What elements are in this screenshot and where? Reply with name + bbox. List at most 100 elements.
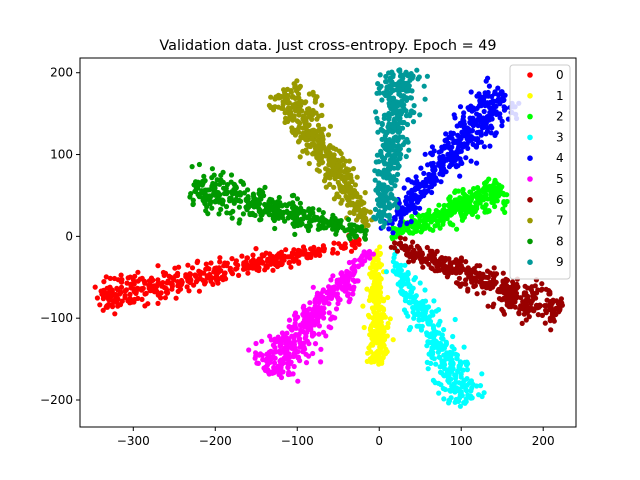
data-point [250,252,256,258]
data-point [267,251,273,257]
data-point [277,370,283,376]
data-point [404,276,410,282]
data-point [94,295,100,301]
data-point [353,190,359,196]
data-point [272,225,278,232]
data-point [501,289,507,296]
data-point [311,318,317,324]
data-point [412,209,418,216]
data-point [346,158,352,164]
data-point [487,143,493,149]
data-point [283,115,289,121]
data-point [295,139,302,145]
data-point [340,155,346,161]
data-point [209,166,215,172]
data-point [358,201,364,207]
data-point [310,151,316,157]
data-point [307,300,313,306]
data-point [444,367,450,373]
data-point [107,275,113,281]
data-point [426,261,432,267]
data-point [464,141,470,147]
data-point [408,95,414,101]
legend-item: 0 [527,68,564,82]
data-point [442,156,448,162]
legend-label: 0 [556,68,564,82]
data-point [403,194,409,200]
data-point [398,215,404,221]
data-point [289,333,295,339]
data-point [477,270,483,276]
data-point [397,145,403,151]
data-point [212,198,218,204]
series-9 [371,67,430,230]
data-point [368,274,375,280]
data-point [224,189,231,195]
data-point [430,377,436,383]
data-point [543,307,549,313]
data-point [532,283,538,289]
data-point [386,96,392,102]
data-point [309,141,315,147]
data-point [480,116,486,122]
data-point [376,271,382,278]
data-point [476,392,482,398]
data-point [457,403,463,409]
data-point [280,215,286,221]
data-point [334,250,341,256]
data-point [443,137,450,143]
data-point [270,267,276,273]
data-point [390,268,396,274]
data-point [294,196,300,202]
data-point [434,329,440,336]
data-point [253,350,259,356]
data-point [218,206,224,212]
data-point [316,222,322,228]
data-point [390,259,396,265]
data-point [266,349,272,355]
data-point [385,320,391,327]
data-point [398,243,405,249]
data-point [424,244,430,251]
data-point [130,277,137,283]
data-point [451,112,457,118]
data-point [416,317,422,323]
data-point [374,90,380,96]
data-point [395,211,401,217]
data-point [439,255,445,261]
data-point [441,327,447,333]
data-point [355,264,361,270]
data-point [190,197,196,203]
data-point [388,79,395,85]
data-point [99,291,106,297]
data-point [523,297,529,303]
data-point [430,227,436,233]
data-point [481,196,487,202]
data-point [373,159,379,165]
data-point [481,144,487,150]
data-point [326,310,332,316]
data-point [316,157,322,163]
data-point [376,292,382,298]
data-point [421,83,427,89]
data-point [192,188,199,194]
data-point [390,104,396,110]
data-point [359,258,366,264]
data-point [488,130,494,136]
data-point [412,275,418,281]
data-point [298,217,304,223]
data-point [295,314,301,320]
data-point [245,204,252,210]
data-point [255,360,261,366]
data-point [471,283,477,290]
data-point [344,268,350,275]
data-point [404,220,410,227]
data-point [463,387,469,393]
data-point [428,348,434,354]
data-point [449,202,455,208]
data-point [379,121,385,128]
data-point [401,106,407,112]
data-point [297,358,303,364]
data-point [481,280,487,286]
data-point [135,269,141,275]
